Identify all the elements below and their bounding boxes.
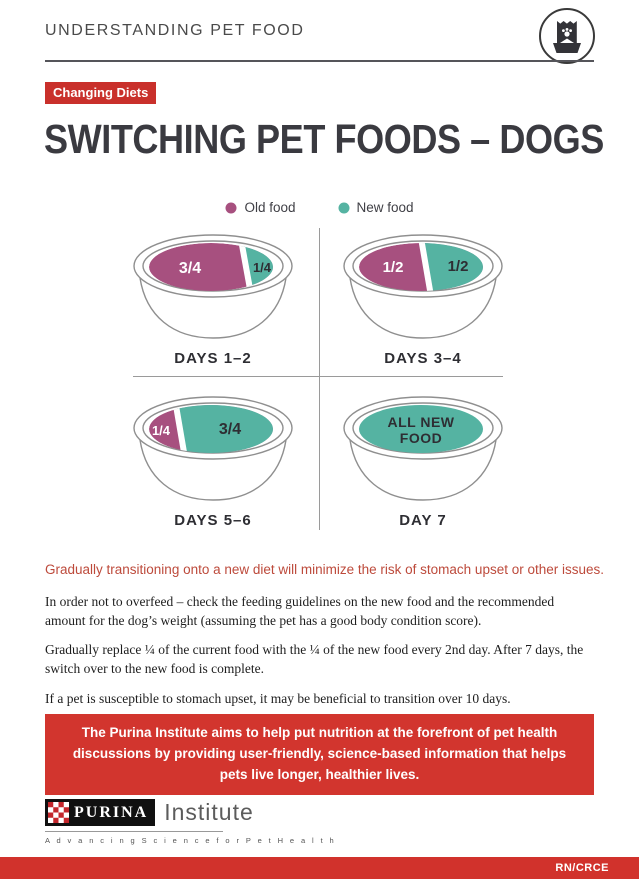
institute-wordmark: Institute xyxy=(164,799,254,825)
new-food-dot-icon xyxy=(338,202,349,213)
old-fraction-label: 1/2 xyxy=(383,259,404,276)
new-food-portion xyxy=(359,405,483,453)
purina-institute-logo: PURINA Institute A d v a n c i n g S c i… xyxy=(45,799,334,845)
bowl-diagram-day-7: ALL NEW FOOD DAY 7 xyxy=(323,388,523,529)
purina-institute-banner: The Purina Institute aims to help put nu… xyxy=(45,714,594,795)
legend-old-label: Old food xyxy=(244,200,296,215)
bowl-diagram-days-3-4: 1/2 1/2 DAYS 3–4 xyxy=(323,226,523,367)
purina-logo-box: PURINA xyxy=(45,799,156,826)
old-food-dot-icon xyxy=(225,202,237,213)
all-new-food-label-line1: ALL NEW xyxy=(387,414,454,430)
legend-item-new-food: New food xyxy=(338,200,414,215)
new-fraction-label: 3/4 xyxy=(219,421,241,438)
bowl-label: DAYS 1–2 xyxy=(174,350,252,367)
paragraph-replace: Gradually replace ¼ of the current food … xyxy=(45,642,584,677)
grid-divider-horizontal xyxy=(133,376,503,377)
bowl-label: DAY 7 xyxy=(399,512,447,529)
page-title: SWITCHING PET FOODS – DOGS xyxy=(44,116,604,162)
old-fraction-label: 3/4 xyxy=(179,260,201,277)
pet-food-icon xyxy=(539,8,595,64)
all-new-food-label-line2: FOOD xyxy=(400,430,442,446)
page-header-title: UNDERSTANDING PET FOOD xyxy=(45,22,305,39)
paw-icon xyxy=(562,28,572,37)
new-fraction-label: 1/2 xyxy=(448,258,469,275)
old-fraction-label: 1/4 xyxy=(152,423,171,438)
legend-item-old-food: Old food xyxy=(225,200,296,215)
footer-bar: RN/CRCE xyxy=(0,857,639,879)
bowl-icon xyxy=(553,43,581,53)
bowl-label: DAYS 5–6 xyxy=(174,512,252,529)
new-fraction-label: 1/4 xyxy=(253,260,272,275)
logo-tagline: A d v a n c i n g S c i e n c e f o r P … xyxy=(45,831,334,845)
paragraph-susceptible: If a pet is susceptible to stomach upset… xyxy=(45,690,511,706)
paragraph-overfeed: In order not to overfeed – check the fee… xyxy=(45,594,555,629)
legend: Old food New food xyxy=(0,200,639,215)
body-copy: In order not to overfeed – check the fee… xyxy=(45,592,597,718)
header-divider xyxy=(45,60,594,62)
section-badge: Changing Diets xyxy=(45,82,157,104)
bowl-diagram-days-1-2: 3/4 1/4 DAYS 1–2 xyxy=(113,226,313,367)
legend-new-label: New food xyxy=(356,200,414,215)
bowl-label: DAYS 3–4 xyxy=(384,350,462,367)
bowl-diagram-days-5-6: 1/4 3/4 DAYS 5–6 xyxy=(113,388,313,529)
checkerboard-icon xyxy=(48,802,69,823)
highlight-sentence: Gradually transitioning onto a new diet … xyxy=(45,562,605,577)
grid-divider-vertical xyxy=(319,228,320,530)
purina-wordmark: PURINA xyxy=(74,803,149,821)
